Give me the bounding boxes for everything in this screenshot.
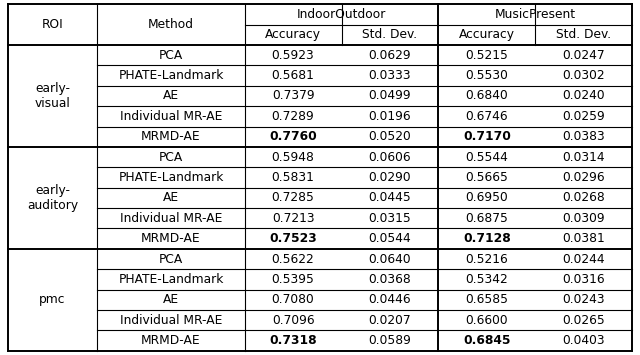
Text: 0.0240: 0.0240	[563, 89, 605, 103]
Text: PHATE-Landmark: PHATE-Landmark	[118, 171, 224, 184]
Text: 0.0290: 0.0290	[369, 171, 412, 184]
Text: 0.6875: 0.6875	[465, 212, 508, 225]
Text: PHATE-Landmark: PHATE-Landmark	[118, 273, 224, 286]
Text: 0.0629: 0.0629	[369, 49, 412, 62]
Text: Std. Dev.: Std. Dev.	[556, 28, 611, 41]
Text: 0.5544: 0.5544	[465, 151, 508, 164]
Text: 0.6746: 0.6746	[466, 110, 508, 123]
Text: 0.5395: 0.5395	[271, 273, 314, 286]
Text: AE: AE	[163, 191, 179, 204]
Text: 0.5831: 0.5831	[271, 171, 314, 184]
Text: 0.0243: 0.0243	[563, 293, 605, 306]
Text: 0.0499: 0.0499	[369, 89, 412, 103]
Text: 0.7128: 0.7128	[463, 232, 511, 245]
Text: 0.5216: 0.5216	[465, 252, 508, 266]
Text: PCA: PCA	[159, 49, 183, 62]
Text: 0.7285: 0.7285	[271, 191, 314, 204]
Text: early-
auditory: early- auditory	[27, 184, 78, 212]
Text: MRMD-AE: MRMD-AE	[141, 232, 201, 245]
Text: Method: Method	[148, 18, 194, 31]
Text: 0.0268: 0.0268	[563, 191, 605, 204]
Text: 0.5923: 0.5923	[272, 49, 314, 62]
Text: 0.5948: 0.5948	[271, 151, 314, 164]
Text: 0.0314: 0.0314	[563, 151, 605, 164]
Text: AE: AE	[163, 293, 179, 306]
Text: 0.5530: 0.5530	[465, 69, 508, 82]
Text: 0.6950: 0.6950	[465, 191, 508, 204]
Text: 0.0259: 0.0259	[563, 110, 605, 123]
Text: 0.0196: 0.0196	[369, 110, 412, 123]
Text: 0.5215: 0.5215	[465, 49, 508, 62]
Text: 0.5665: 0.5665	[465, 171, 508, 184]
Text: 0.0445: 0.0445	[369, 191, 412, 204]
Text: 0.7213: 0.7213	[272, 212, 314, 225]
Text: 0.5681: 0.5681	[271, 69, 314, 82]
Text: 0.5622: 0.5622	[272, 252, 314, 266]
Text: Std. Dev.: Std. Dev.	[362, 28, 417, 41]
Text: MRMD-AE: MRMD-AE	[141, 334, 201, 347]
Text: MusicPresent: MusicPresent	[495, 8, 576, 21]
Text: PCA: PCA	[159, 151, 183, 164]
Text: pmc: pmc	[39, 293, 66, 306]
Text: 0.6600: 0.6600	[466, 314, 508, 327]
Text: 0.0368: 0.0368	[369, 273, 412, 286]
Text: 0.7379: 0.7379	[272, 89, 314, 103]
Text: Individual MR-AE: Individual MR-AE	[120, 212, 222, 225]
Text: 0.0544: 0.0544	[369, 232, 412, 245]
Text: 0.0381: 0.0381	[563, 232, 605, 245]
Text: 0.7170: 0.7170	[463, 130, 511, 143]
Text: 0.0316: 0.0316	[563, 273, 605, 286]
Text: 0.7318: 0.7318	[269, 334, 317, 347]
Text: 0.0247: 0.0247	[563, 49, 605, 62]
Text: 0.0589: 0.0589	[369, 334, 412, 347]
Text: 0.6585: 0.6585	[465, 293, 508, 306]
Text: 0.0315: 0.0315	[369, 212, 412, 225]
Text: ROI: ROI	[42, 18, 63, 31]
Text: Individual MR-AE: Individual MR-AE	[120, 314, 222, 327]
Text: 0.0244: 0.0244	[563, 252, 605, 266]
Text: 0.5342: 0.5342	[465, 273, 508, 286]
Text: 0.0333: 0.0333	[369, 69, 412, 82]
Text: PCA: PCA	[159, 252, 183, 266]
Text: 0.0383: 0.0383	[563, 130, 605, 143]
Text: IndoorOutdoor: IndoorOutdoor	[297, 8, 386, 21]
Text: 0.0302: 0.0302	[563, 69, 605, 82]
Text: 0.6840: 0.6840	[465, 89, 508, 103]
Text: 0.0520: 0.0520	[369, 130, 412, 143]
Text: Accuracy: Accuracy	[265, 28, 321, 41]
Text: 0.0309: 0.0309	[563, 212, 605, 225]
Text: Accuracy: Accuracy	[459, 28, 515, 41]
Text: 0.0296: 0.0296	[563, 171, 605, 184]
Text: 0.0640: 0.0640	[369, 252, 412, 266]
Text: MRMD-AE: MRMD-AE	[141, 130, 201, 143]
Text: 0.6845: 0.6845	[463, 334, 511, 347]
Text: 0.0265: 0.0265	[563, 314, 605, 327]
Text: 0.7760: 0.7760	[269, 130, 317, 143]
Text: early-
visual: early- visual	[35, 82, 70, 110]
Text: AE: AE	[163, 89, 179, 103]
Text: 0.7289: 0.7289	[272, 110, 314, 123]
Text: 0.0446: 0.0446	[369, 293, 412, 306]
Text: 0.7080: 0.7080	[272, 293, 314, 306]
Text: Individual MR-AE: Individual MR-AE	[120, 110, 222, 123]
Text: PHATE-Landmark: PHATE-Landmark	[118, 69, 224, 82]
Text: 0.0606: 0.0606	[369, 151, 412, 164]
Text: 0.0403: 0.0403	[563, 334, 605, 347]
Text: 0.7523: 0.7523	[269, 232, 317, 245]
Text: 0.7096: 0.7096	[272, 314, 314, 327]
Text: 0.0207: 0.0207	[369, 314, 412, 327]
